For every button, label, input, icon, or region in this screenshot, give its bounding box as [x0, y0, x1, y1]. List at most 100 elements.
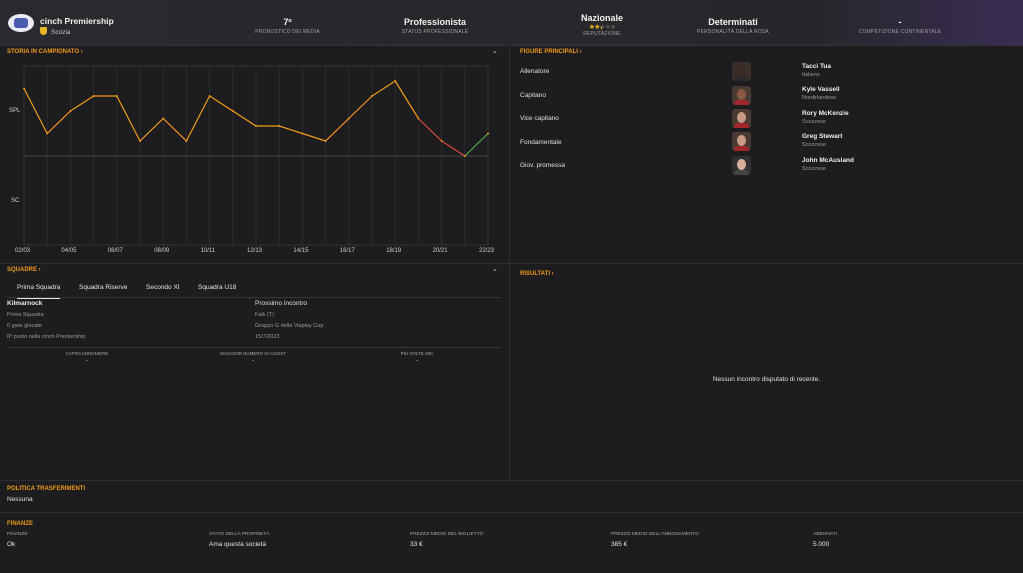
data-point [324, 140, 327, 142]
young-prospect-nationality: Scozzese [802, 166, 826, 172]
role-key-player: Fondamentale [520, 139, 562, 146]
data-point [46, 132, 49, 135]
top-assists-label: MAGGIOR NUMERO DI ASSIST [220, 351, 286, 356]
series-segment [348, 95, 373, 120]
continental-competition-value: - [898, 17, 902, 27]
continental-competition-label: COMPETIZIONE CONTINENTALE [858, 29, 942, 35]
vice-captain-name[interactable]: Rory McKenzie [802, 110, 849, 117]
captain-avatar[interactable] [732, 86, 751, 105]
x-tick-label: 22/23 [479, 248, 495, 254]
captain-name[interactable]: Kyle Vassell [802, 86, 840, 93]
top-assists-value: - [252, 358, 254, 364]
team-name[interactable]: Kilmarnock [7, 300, 43, 307]
data-point [417, 117, 420, 120]
media-prediction-value: 7º [283, 17, 292, 27]
key-figures-title[interactable]: FIGURE PRINCIPALI › [520, 49, 582, 55]
series-segment [278, 125, 303, 135]
data-point [231, 110, 234, 112]
series-segment [46, 110, 72, 135]
data-point [463, 155, 466, 157]
key-player-name[interactable]: Greg Stewart [802, 133, 843, 140]
ownership-value: Ama questa società [209, 541, 267, 548]
data-point [115, 95, 118, 97]
team-type: Prima Squadra [7, 312, 44, 318]
data-point [487, 132, 489, 135]
media-prediction-label: PRONOSTICO DEI MEDIA [255, 29, 320, 35]
data-point [371, 95, 373, 97]
finance-status-value: Ok [7, 541, 16, 548]
squad-personality-value: Determinati [708, 17, 758, 27]
reputation-value: Nazionale [580, 13, 623, 23]
y-tick-label: SC [11, 198, 20, 204]
x-tick-label: 10/11 [200, 248, 216, 254]
series-segment [162, 117, 187, 142]
next-match-competition[interactable]: Gruppo G della Viaplay Cup [255, 323, 324, 329]
section-divider [510, 263, 1023, 264]
x-tick-label: 14/15 [293, 248, 309, 254]
squads-title[interactable]: SQUADRE › [7, 267, 41, 273]
data-point [278, 125, 281, 127]
season-ticket-holders-label: ABBONATI [813, 532, 837, 537]
tab-second-xi[interactable]: Secondo XI [146, 284, 180, 291]
young-prospect-name[interactable]: John McAusland [802, 157, 855, 164]
section-divider [0, 263, 509, 264]
reputation-stars-icon: ★★★★★★ [588, 24, 616, 32]
column-divider [509, 45, 510, 480]
reputation-label: REPUTAZIONE [583, 31, 621, 37]
season-ticket-price-value: 385 € [611, 541, 628, 548]
season-ticket-holders-value: 5.000 [813, 541, 830, 548]
squad-personality-label: PERSONALITÀ DELLA ROSA [697, 29, 769, 35]
x-tick-label: 12/13 [247, 248, 263, 254]
club-header: cinch Premiership Scozia 7º PRONOSTICO D… [0, 0, 1023, 46]
competition-logo-mark [14, 18, 28, 28]
x-tick-label: 02/03 [15, 248, 31, 254]
nation-name: Scozia [51, 29, 71, 36]
series-segment [139, 117, 164, 142]
data-point [301, 132, 304, 135]
manager-avatar[interactable] [732, 62, 751, 81]
transfer-policy-title: POLITICA TRASFERIMENTI [7, 486, 86, 492]
x-tick-label: 06/07 [107, 248, 123, 254]
reputation-stat: Nazionale ★★★★★★ REPUTAZIONE [572, 13, 632, 37]
data-point [208, 95, 211, 97]
role-vice-captain: Vice capitano [520, 115, 559, 122]
competition-name[interactable]: cinch Premiership [40, 16, 114, 26]
media-prediction-stat: 7º PRONOSTICO DEI MEDIA [250, 17, 325, 35]
league-position: 6º posto nella cinch Premiership [7, 334, 86, 340]
series-segment [441, 140, 466, 157]
vice-captain-nationality: Scozzese [802, 119, 826, 125]
competition-logo[interactable] [8, 14, 34, 32]
series-segment [116, 95, 141, 142]
role-manager: Allenatore [520, 68, 550, 75]
transfer-policy-value: Nessuna [7, 496, 33, 503]
data-point [255, 125, 257, 127]
role-captain: Capitano [520, 92, 547, 99]
nation-link[interactable]: Scozia [40, 27, 71, 36]
tabs-underline [7, 297, 500, 298]
x-tick-label: 20/21 [432, 248, 448, 254]
top-scorer-label: CAPOCANNONIERE [65, 351, 109, 356]
series-segment [232, 110, 257, 127]
results-title[interactable]: RISULTATI › [520, 271, 554, 277]
y-tick-label: SPL [9, 108, 21, 114]
squads-chevron-icon[interactable]: ⌄ [492, 266, 498, 273]
league-history-chevron-icon[interactable]: ⌄ [492, 48, 498, 55]
series-segment [301, 132, 327, 142]
manager-name[interactable]: Tacci Tua [802, 63, 832, 70]
vice-captain-avatar[interactable] [732, 109, 751, 128]
next-match-opponent[interactable]: Falk (T) [255, 312, 274, 318]
x-tick-label: 08/09 [154, 248, 170, 254]
section-divider [0, 512, 1023, 513]
league-history-chart [23, 65, 489, 246]
league-history-title[interactable]: STORIA IN CAMPIONATO › [7, 49, 83, 55]
tab-first-team[interactable]: Prima Squadra [17, 284, 61, 299]
key-player-avatar[interactable] [732, 132, 751, 151]
tab-u18[interactable]: Squadra U18 [198, 284, 237, 291]
series-segment [417, 117, 443, 142]
series-segment [464, 132, 489, 157]
season-ticket-price-label: PREZZO MEDIO DELL'ABBONAMENTO [611, 532, 699, 537]
data-point [69, 110, 72, 112]
tab-reserves[interactable]: Squadra Riserve [79, 284, 128, 291]
young-prospect-avatar[interactable] [732, 156, 751, 175]
x-tick-label: 04/05 [61, 248, 77, 254]
